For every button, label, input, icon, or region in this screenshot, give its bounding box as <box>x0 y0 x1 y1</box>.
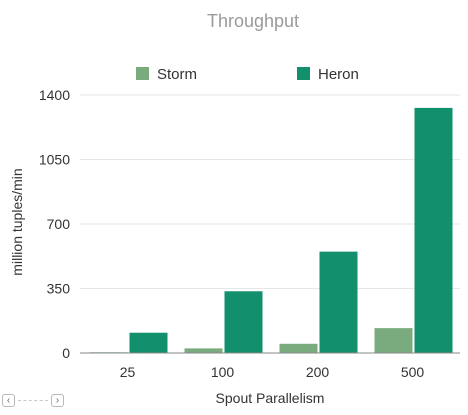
bar-heron-100 <box>224 291 263 353</box>
bar-storm-100 <box>184 348 223 353</box>
legend-label-storm: Storm <box>157 66 197 83</box>
x-tick-label: 500 <box>401 364 425 380</box>
y-tick-label: 0 <box>62 345 70 361</box>
x-tick-label: 200 <box>306 364 330 380</box>
y-axis-label: million tuples/min <box>9 168 25 275</box>
bar-heron-200 <box>319 251 358 353</box>
chart-title: Throughput <box>207 11 299 31</box>
legend-swatch-storm <box>136 67 149 80</box>
chevron-right-icon[interactable]: › <box>51 394 64 407</box>
legend: Storm Heron <box>136 66 359 83</box>
x-tick-label: 25 <box>120 364 136 380</box>
x-axis-ticks: 25 100 200 500 <box>120 364 425 380</box>
bars <box>89 107 453 354</box>
y-tick-label: 700 <box>47 216 71 232</box>
gridlines <box>80 94 460 289</box>
y-tick-label: 1050 <box>39 152 70 168</box>
bar-storm-500 <box>374 328 413 353</box>
chart-navigation: ‹ › <box>2 394 64 407</box>
y-axis-ticks: 0 350 700 1050 1400 <box>39 87 70 361</box>
x-tick-label: 100 <box>211 364 235 380</box>
chevron-left-icon[interactable]: ‹ <box>2 394 15 407</box>
legend-label-heron: Heron <box>318 66 359 83</box>
bar-heron-500 <box>414 107 453 354</box>
x-axis-label: Spout Parallelism <box>216 390 325 406</box>
y-tick-label: 350 <box>47 281 71 297</box>
y-tick-label: 1400 <box>39 87 70 103</box>
bar-heron-25 <box>129 332 168 353</box>
legend-swatch-heron <box>297 67 310 80</box>
nav-divider <box>18 400 48 401</box>
bar-storm-200 <box>279 343 318 353</box>
